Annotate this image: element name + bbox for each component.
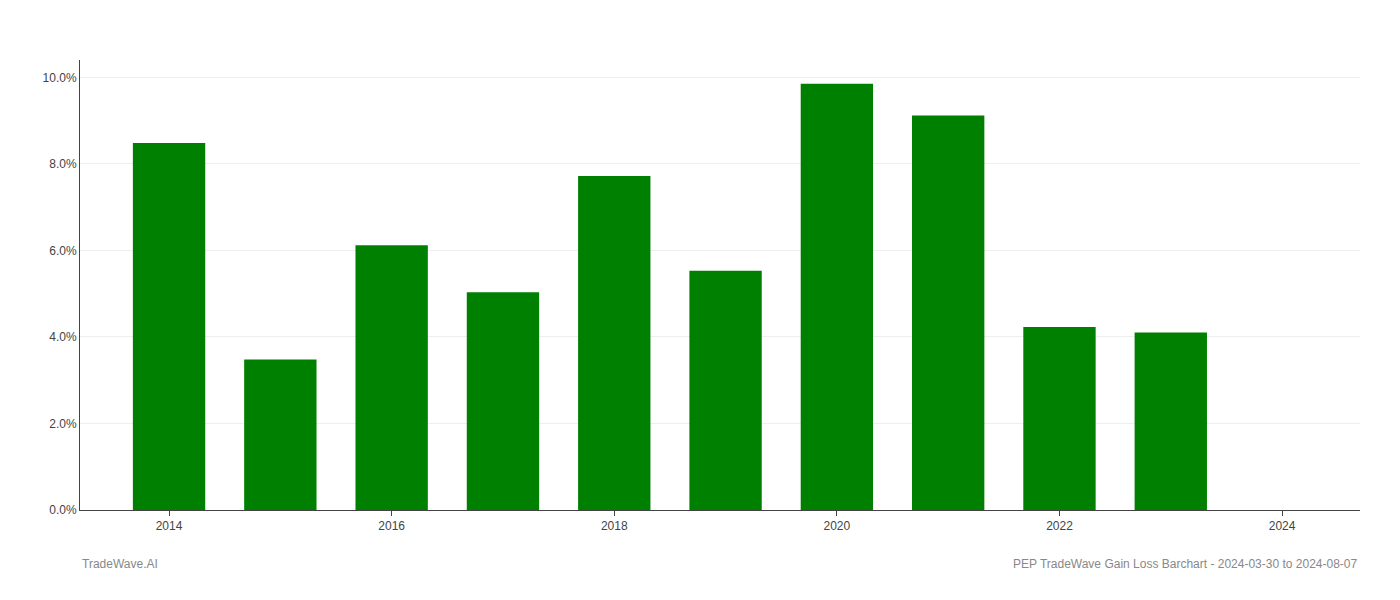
- svg-text:6.0%: 6.0%: [49, 244, 77, 258]
- svg-text:8.0%: 8.0%: [49, 157, 77, 171]
- svg-text:2024: 2024: [1269, 519, 1296, 533]
- svg-text:0.0%: 0.0%: [49, 503, 77, 517]
- svg-text:2014: 2014: [156, 519, 183, 533]
- svg-text:4.0%: 4.0%: [49, 330, 77, 344]
- svg-text:PEP TradeWave Gain Loss Barcha: PEP TradeWave Gain Loss Barchart - 2024-…: [1013, 557, 1358, 571]
- svg-text:10.0%: 10.0%: [43, 71, 77, 85]
- svg-text:TradeWave.AI: TradeWave.AI: [82, 557, 158, 571]
- svg-text:2020: 2020: [824, 519, 851, 533]
- svg-text:2016: 2016: [378, 519, 405, 533]
- svg-text:2018: 2018: [601, 519, 628, 533]
- svg-text:2022: 2022: [1046, 519, 1073, 533]
- svg-text:2.0%: 2.0%: [49, 417, 77, 431]
